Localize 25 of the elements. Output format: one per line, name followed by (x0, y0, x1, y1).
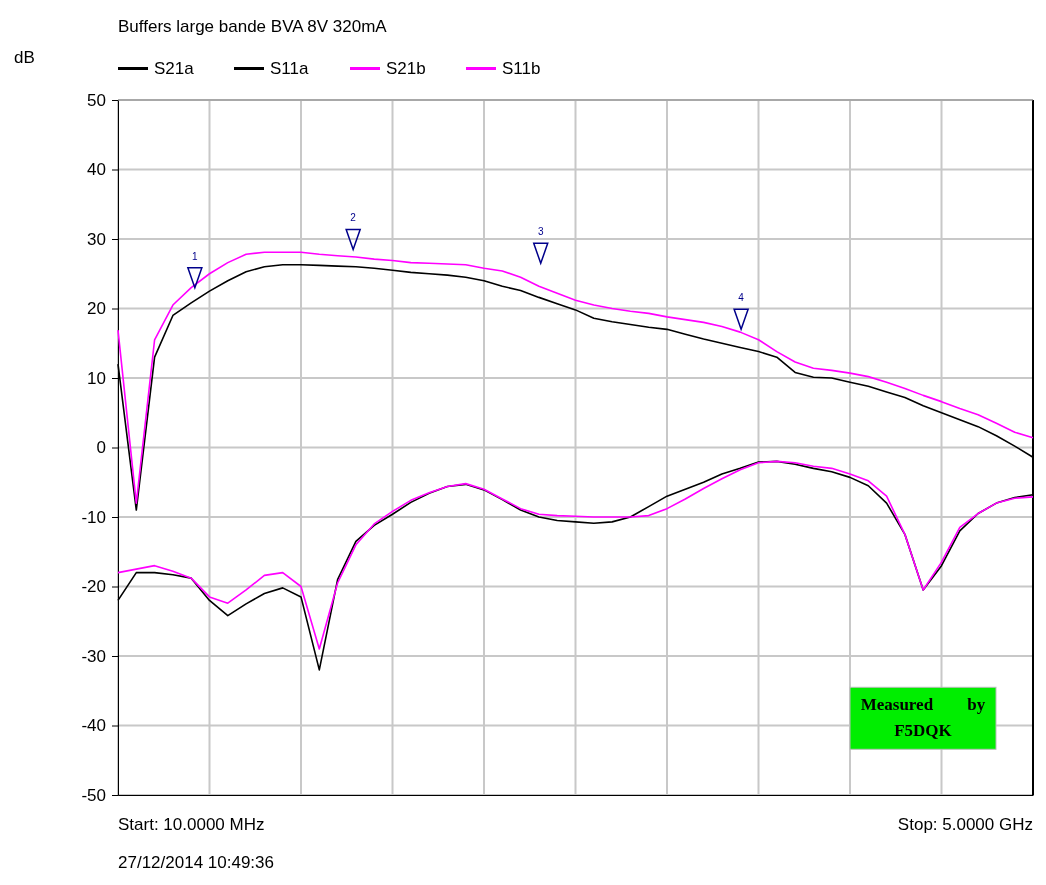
y-tick-label: -50 (81, 785, 106, 805)
y-axis-title: dB (14, 48, 35, 67)
text: Stop: 5.0000 GHz (897, 814, 1033, 834)
text: Start: 10.0000 MHz (118, 814, 265, 834)
annotation: Measured by F5DQK (859, 694, 987, 743)
legend-label: S11b (502, 59, 541, 78)
y-tick-label: -30 (81, 646, 106, 666)
chart-title: Buffers large bande BVA 8V 320mA (118, 17, 388, 36)
annotation: 2 (350, 212, 357, 224)
y-tick-label: 50 (87, 90, 106, 110)
y-tick-label: 10 (87, 368, 106, 388)
y-tick-label: 0 (96, 438, 106, 458)
annotation: 4 (738, 292, 745, 304)
legend-label: S21a (154, 59, 195, 78)
legend-label: S21b (386, 59, 426, 78)
y-tick-label: 40 (87, 160, 106, 180)
y-tick-label: 20 (87, 299, 106, 319)
annotation: 3 (537, 226, 544, 238)
legend-label: S11a (270, 59, 309, 78)
y-tick-label: -40 (81, 716, 106, 736)
y-tick-label: 30 (87, 229, 106, 249)
text: 27/12/2014 10:49:36 (118, 852, 274, 872)
annotation: 1 (192, 250, 199, 262)
y-tick-label: -20 (81, 577, 106, 597)
y-tick-label: -10 (81, 507, 106, 527)
